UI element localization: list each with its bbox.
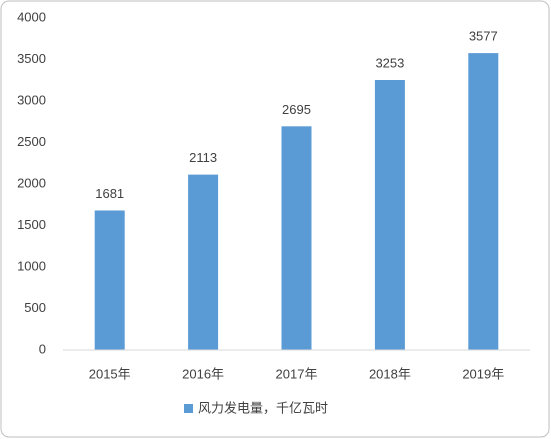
y-tick-label: 2000 — [17, 175, 46, 190]
x-tick-label: 2018年 — [369, 366, 411, 381]
bar — [188, 174, 219, 350]
y-tick-label: 1000 — [17, 258, 46, 273]
x-tick-label: 2017年 — [276, 366, 318, 381]
data-label: 2113 — [189, 150, 217, 165]
data-label: 3577 — [469, 29, 498, 44]
y-tick-label: 500 — [24, 300, 46, 315]
y-tick-label: 3500 — [17, 51, 46, 66]
data-label: 3253 — [375, 55, 404, 70]
data-label: 1681 — [95, 186, 124, 201]
bar — [94, 210, 125, 350]
bar — [374, 80, 405, 350]
data-label: 2695 — [282, 102, 311, 117]
y-tick-label: 4000 — [17, 9, 46, 24]
x-tick-label: 2019年 — [462, 366, 504, 381]
bar — [281, 126, 312, 350]
x-tick-label: 2016年 — [182, 366, 224, 381]
y-tick-label: 1500 — [17, 217, 46, 232]
legend-label: 风力发电量，千亿瓦时 — [198, 400, 328, 415]
legend-swatch — [184, 404, 193, 413]
y-tick-label: 0 — [39, 341, 46, 356]
y-tick-label: 3000 — [17, 92, 46, 107]
bar — [468, 53, 499, 350]
x-tick-label: 2015年 — [89, 366, 131, 381]
y-tick-label: 2500 — [17, 134, 46, 149]
